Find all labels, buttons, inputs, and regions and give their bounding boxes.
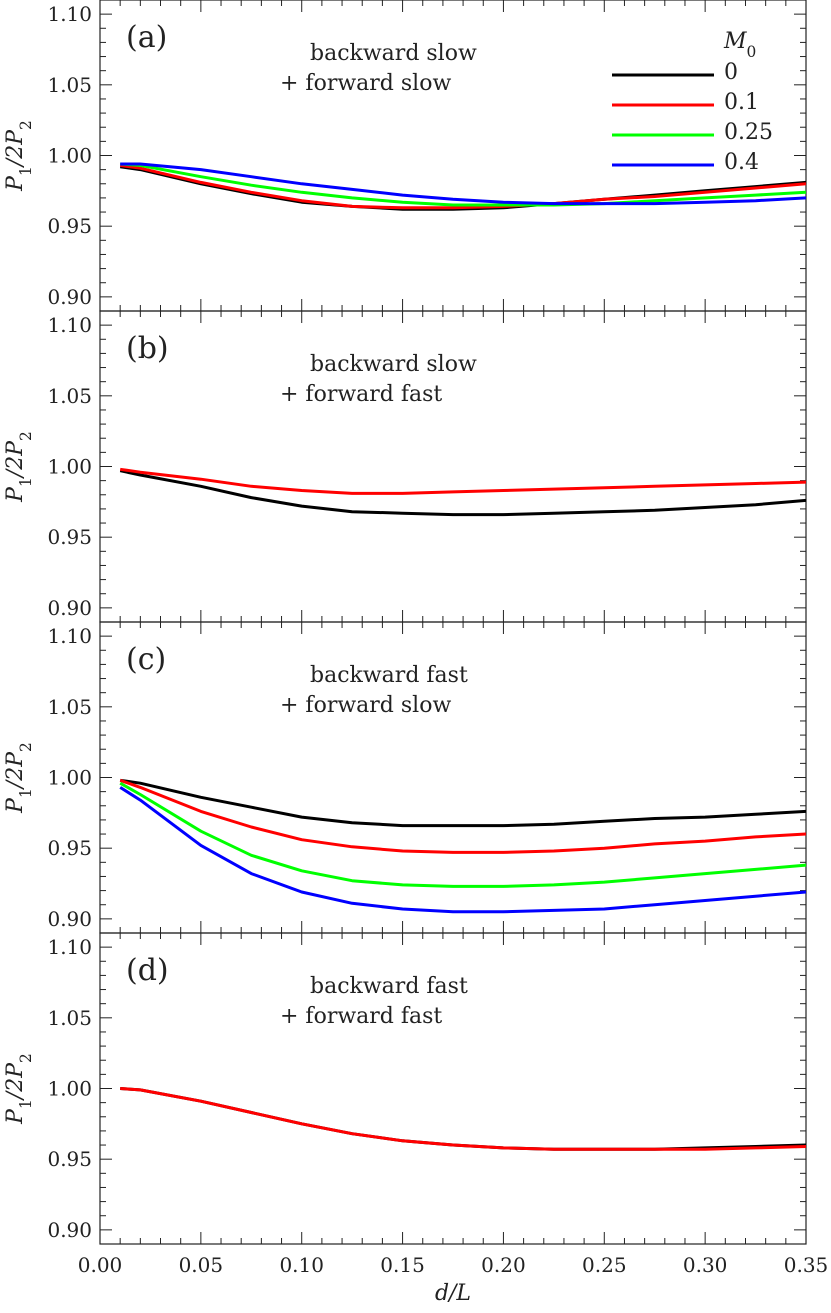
series-line-0-4 bbox=[120, 162, 807, 206]
x-tick-label: 0.15 bbox=[380, 1253, 425, 1277]
panel-label: (a) bbox=[126, 20, 167, 55]
legend-label: 0.4 bbox=[724, 150, 759, 175]
panel-d: 1.10 1.05 1.00 0.95 0.90 P1/2P2 (d) backward fa… bbox=[3, 932, 829, 1306]
y-tick-label: 0.90 bbox=[47, 596, 92, 620]
annotation-line-2: + forward fast bbox=[280, 1004, 442, 1029]
series-line-0 bbox=[120, 1087, 807, 1151]
series-line-0-4 bbox=[119, 786, 807, 914]
x-tick-label: 0.20 bbox=[481, 1253, 526, 1277]
y-tick-label: 1.00 bbox=[47, 766, 92, 790]
y-axis-title: P1/2P2 bbox=[3, 1053, 35, 1125]
panel-b: 1.10 1.05 1.00 0.95 0.90 P1/2P2 (b) backward sl… bbox=[3, 310, 807, 623]
series-line-0-1 bbox=[119, 467, 807, 495]
series-line-0-25 bbox=[120, 162, 807, 207]
panel-c: 1.10 1.05 1.00 0.95 0.90 P1/2P2 (c) backward fa… bbox=[3, 621, 807, 934]
x-tick-label: 0.05 bbox=[179, 1253, 224, 1277]
legend: M00 0.1 0.25 0.4 bbox=[612, 29, 773, 175]
legend-label: 0.1 bbox=[724, 90, 759, 115]
annotation-line-1: backward slow bbox=[310, 41, 477, 66]
y-tick-label: 0.95 bbox=[47, 525, 92, 549]
annotation-line-2: + forward slow bbox=[280, 71, 451, 96]
y-axis-title: P1/2P2 bbox=[3, 431, 35, 503]
y-tick-label: 1.10 bbox=[47, 624, 92, 648]
legend-label: 0.25 bbox=[724, 120, 773, 145]
x-tick-label: 0.10 bbox=[279, 1253, 324, 1277]
y-tick-label: 1.00 bbox=[47, 144, 92, 168]
y-tick-label: 1.05 bbox=[47, 384, 92, 408]
y-tick-label: 1.05 bbox=[47, 73, 92, 97]
legend-title: M0 bbox=[723, 29, 756, 61]
y-tick-label: 0.95 bbox=[47, 836, 92, 860]
panel-a: 1.10 1.05 1.00 0.95 0.90 P1/2P2 (a) backward sl… bbox=[3, 0, 807, 312]
series-line-0-1 bbox=[120, 1087, 807, 1151]
y-tick-label: 1.10 bbox=[47, 313, 92, 337]
annotation-line-1: backward slow bbox=[310, 352, 477, 377]
annotation-line-1: backward fast bbox=[310, 974, 468, 999]
x-axis-title: d/L bbox=[435, 1281, 471, 1306]
x-tick-label: 0.25 bbox=[582, 1253, 627, 1277]
series-line-0 bbox=[119, 778, 807, 828]
y-tick-label: 0.90 bbox=[47, 907, 92, 931]
y-tick-label: 1.10 bbox=[47, 935, 92, 959]
x-tick-label: 0.35 bbox=[784, 1253, 829, 1277]
y-tick-label: 1.05 bbox=[47, 1006, 92, 1030]
y-tick-label: 1.00 bbox=[47, 455, 92, 479]
series-line-0-1 bbox=[119, 163, 807, 210]
y-axis-title: P1/2P2 bbox=[3, 742, 35, 814]
annotation-line-1: backward fast bbox=[310, 663, 468, 688]
x-tick-label: 0.30 bbox=[683, 1253, 728, 1277]
panel-label: (b) bbox=[126, 331, 169, 366]
y-tick-label: 1.10 bbox=[47, 2, 92, 26]
series-line-0-1 bbox=[119, 778, 807, 854]
y-tick-label: 0.95 bbox=[47, 1147, 92, 1171]
annotation-line-2: + forward fast bbox=[280, 382, 442, 407]
panel-label: (c) bbox=[126, 642, 166, 677]
y-tick-label: 0.90 bbox=[47, 1218, 92, 1242]
y-axis-title: P1/2P2 bbox=[3, 120, 35, 192]
series-line-0 bbox=[119, 469, 807, 517]
y-tick-label: 0.95 bbox=[47, 214, 92, 238]
panel-label: (d) bbox=[126, 953, 169, 988]
annotation-line-2: + forward slow bbox=[280, 693, 451, 718]
y-tick-label: 1.00 bbox=[47, 1077, 92, 1101]
legend-label: 0 bbox=[724, 60, 738, 85]
y-tick-label: 0.90 bbox=[47, 285, 92, 309]
series-line-0-25 bbox=[119, 781, 807, 888]
x-tick-label: 0.00 bbox=[78, 1253, 123, 1277]
y-tick-label: 1.05 bbox=[47, 695, 92, 719]
